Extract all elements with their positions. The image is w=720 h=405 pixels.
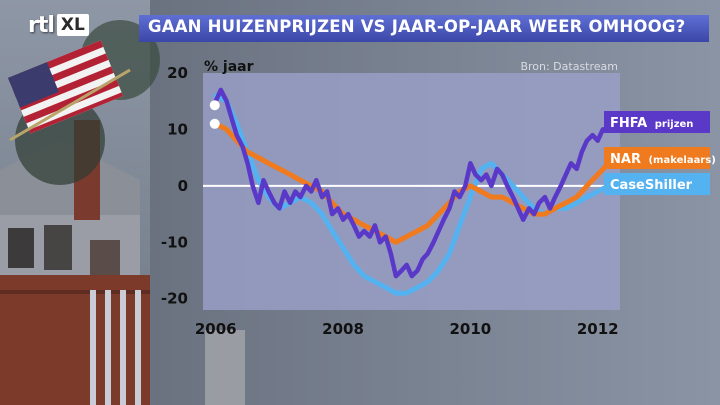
source-label: Bron: Datastream <box>520 60 618 73</box>
chart-title: GAAN HUIZENPRIJZEN VS JAAR-OP-JAAR WEER … <box>148 17 686 36</box>
legend-nar-label: NAR (makelaars) <box>610 152 716 167</box>
x-tick-label: 2010 <box>450 320 492 338</box>
rtl-xl-logo: rtl XL <box>28 12 89 38</box>
y-tick-label: 0 <box>178 177 188 195</box>
logo-rtl-text: rtl <box>28 12 55 38</box>
nar-line <box>213 121 611 245</box>
title-bar: GAAN HUIZENPRIJZEN VS JAAR-OP-JAAR WEER … <box>139 15 709 42</box>
y-tick-label: 20 <box>167 64 188 82</box>
y-tick-label: -10 <box>161 233 188 251</box>
legend-caseshiller-box <box>604 173 710 195</box>
legend-fhfa-box <box>604 111 710 133</box>
series-start-marker <box>209 118 220 129</box>
legend-nar-box <box>604 147 710 169</box>
y-tick-label: -20 <box>161 290 188 308</box>
x-tick-label: 2012 <box>577 320 619 338</box>
logo-xl-text: XL <box>56 14 89 36</box>
y-tick-label: 10 <box>167 120 188 138</box>
legend: FHFA prijzen NAR (makelaars) CaseShiller <box>604 111 716 195</box>
x-tick-label: 2006 <box>195 320 237 338</box>
fhfa-line <box>213 87 611 279</box>
legend-caseshiller-label: CaseShiller <box>610 178 693 193</box>
y-axis-label: % jaar <box>204 59 254 75</box>
legend-fhfa-label: FHFA prijzen <box>610 116 693 131</box>
x-tick-label: 2008 <box>322 320 364 338</box>
series-start-marker <box>209 100 220 111</box>
